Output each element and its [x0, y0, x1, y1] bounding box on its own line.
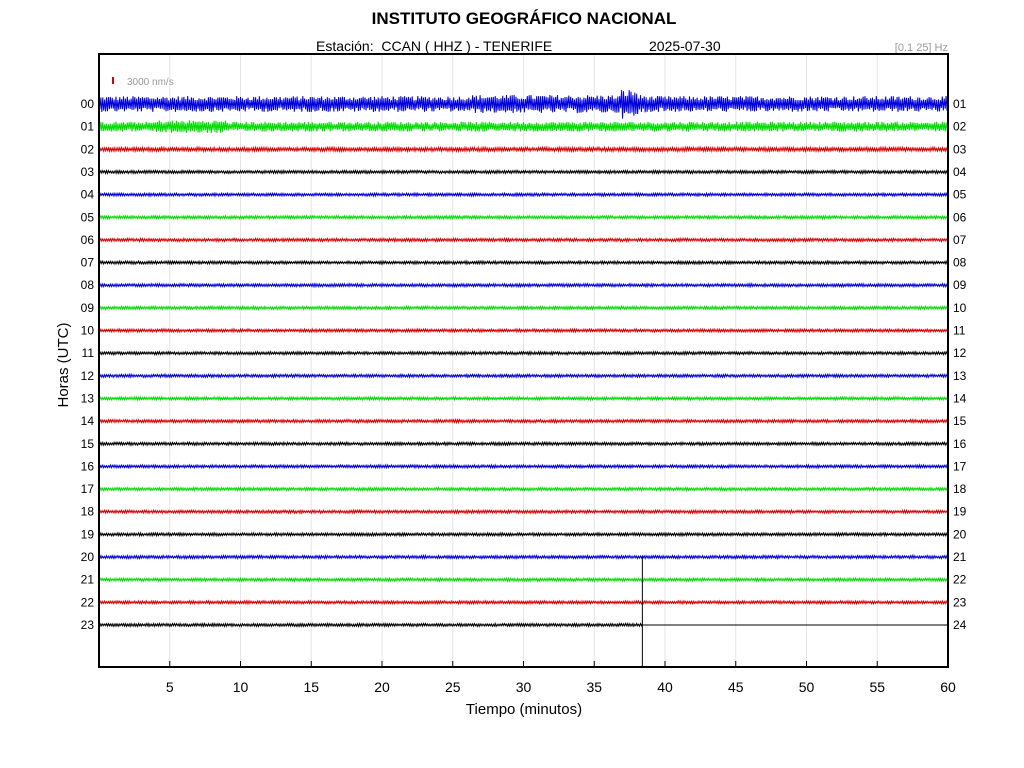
- left-hour-label: 11: [82, 346, 95, 360]
- grid-lines: [169, 54, 949, 667]
- right-hour-label: 08: [953, 256, 967, 270]
- date-label: 2025-07-30: [649, 38, 721, 54]
- left-hour-label: 02: [81, 142, 95, 156]
- x-tick-label-5: 5: [166, 679, 174, 695]
- right-hour-label: 15: [953, 414, 967, 428]
- y-axis-label: Horas (UTC): [55, 322, 72, 407]
- left-hour-label: 06: [81, 233, 95, 247]
- trace-hour-16: [98, 463, 949, 470]
- right-hour-label: 14: [953, 391, 967, 405]
- left-hour-label: 09: [81, 301, 95, 315]
- page-title: INSTITUTO GEOGRÁFICO NACIONAL: [371, 9, 677, 28]
- right-hour-label: 18: [953, 482, 967, 496]
- trace-hour-15: [98, 440, 949, 447]
- left-hour-label: 04: [81, 188, 95, 202]
- trace-hour-04: [98, 191, 949, 198]
- x-tick-label-15: 15: [303, 679, 319, 695]
- trace-hour-14: [98, 417, 949, 425]
- station-label: Estación: CCAN ( HHZ ) - TENERIFE: [316, 38, 553, 54]
- left-hour-label: 13: [81, 391, 95, 405]
- right-hour-label: 24: [953, 618, 967, 632]
- x-tick-label-60: 60: [940, 679, 956, 695]
- left-hour-label: 23: [81, 618, 95, 632]
- trace-hour-06: [98, 236, 949, 244]
- x-tick-label-30: 30: [516, 679, 532, 695]
- x-axis-label: Tiempo (minutos): [466, 701, 582, 718]
- trace-hour-08: [98, 282, 949, 289]
- x-axis: 5 10 15 20 25 30 35 40 45 50 55 60: [166, 661, 956, 695]
- right-hour-label: 21: [953, 550, 967, 564]
- left-hour-labels: 00 01 02 03 04 05 06 07 08 09 10 11 12 13 14 15 16 17 18 19…: [81, 97, 95, 632]
- trace-hour-02: [98, 145, 949, 154]
- trace-hour-11: [98, 350, 949, 357]
- right-hour-label: 07: [953, 233, 967, 247]
- right-hour-label: 23: [953, 595, 967, 609]
- trace-hour-00: [98, 90, 949, 119]
- trace-hour-10: [98, 327, 949, 334]
- left-hour-label: 22: [81, 595, 95, 609]
- trace-hour-05: [98, 214, 949, 221]
- left-hour-label: 19: [81, 527, 95, 541]
- x-tick-label-40: 40: [657, 679, 673, 695]
- left-hour-label: 03: [81, 165, 95, 179]
- x-tick-label-35: 35: [586, 679, 602, 695]
- left-hour-label: 10: [81, 324, 95, 338]
- left-hour-label: 18: [81, 505, 95, 519]
- right-hour-label: 17: [953, 459, 967, 473]
- left-hour-label: 07: [81, 256, 95, 270]
- right-hour-label: 22: [953, 573, 967, 587]
- left-hour-label: 17: [81, 482, 95, 496]
- right-hour-label: 13: [953, 369, 967, 383]
- trace-hour-07: [98, 259, 949, 266]
- x-tick-label-45: 45: [728, 679, 744, 695]
- trace-hour-17: [98, 485, 949, 493]
- scale-legend: 3000 nm/s: [112, 77, 174, 88]
- left-hour-label: 14: [81, 414, 95, 428]
- x-tick-label-55: 55: [869, 679, 885, 695]
- right-hour-label: 12: [953, 346, 967, 360]
- left-hour-label: 00: [81, 97, 95, 111]
- trace-hour-09: [98, 304, 949, 311]
- trace-hour-13: [98, 395, 949, 402]
- right-hour-label: 05: [953, 188, 967, 202]
- right-hour-label: 11: [953, 324, 966, 338]
- x-tick-label-10: 10: [233, 679, 249, 695]
- trace-hour-21: [98, 576, 949, 583]
- trace-hour-12: [98, 372, 949, 379]
- trace-hour-20: [98, 553, 949, 561]
- left-hour-label: 05: [81, 210, 95, 224]
- left-hour-label: 12: [81, 369, 95, 383]
- trace-hour-01: [98, 120, 949, 133]
- trace-hour-23: [98, 621, 643, 628]
- left-hour-label: 15: [81, 437, 95, 451]
- right-hour-label: 10: [953, 301, 967, 315]
- right-hour-label: 19: [953, 505, 967, 519]
- trace-hour-18: [98, 508, 949, 515]
- left-hour-label: 21: [81, 573, 95, 587]
- right-hour-label: 03: [953, 142, 967, 156]
- x-tick-label-50: 50: [799, 679, 815, 695]
- x-tick-label-20: 20: [374, 679, 390, 695]
- scale-label: 3000 nm/s: [127, 77, 174, 88]
- left-hour-label: 01: [81, 120, 95, 134]
- trace-group: [98, 90, 949, 667]
- right-hour-labels: 01 02 03 04 05 06 07 08 09 10 11 12 13 14 15 16 17 18 19 20…: [953, 97, 967, 632]
- filter-label: [0.1 25] Hz: [894, 42, 948, 54]
- left-hour-label: 20: [81, 550, 95, 564]
- right-hour-label: 20: [953, 527, 967, 541]
- left-hour-label: 08: [81, 278, 95, 292]
- x-tick-label-25: 25: [445, 679, 461, 695]
- right-hour-label: 16: [953, 437, 967, 451]
- left-hour-label: 16: [81, 459, 95, 473]
- right-hour-label: 01: [953, 97, 967, 111]
- trace-hour-03: [98, 168, 949, 175]
- right-hour-label: 04: [953, 165, 967, 179]
- trace-hour-22: [98, 599, 949, 606]
- right-hour-label: 06: [953, 210, 967, 224]
- right-hour-label: 02: [953, 120, 967, 134]
- right-hour-label: 09: [953, 278, 967, 292]
- trace-hour-19: [98, 531, 949, 538]
